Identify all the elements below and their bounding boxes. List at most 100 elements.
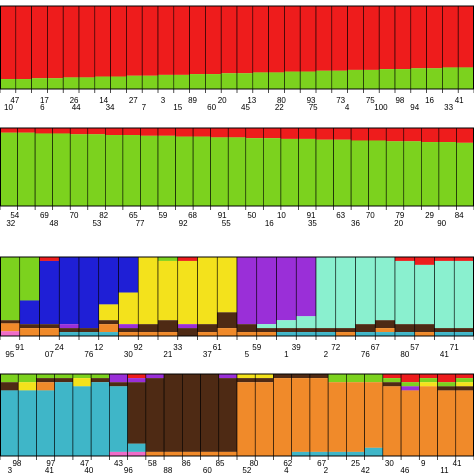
bar-segment bbox=[0, 320, 21, 324]
bar-segment bbox=[138, 332, 159, 336]
bar-segment bbox=[237, 324, 258, 333]
bar-segment bbox=[164, 374, 183, 452]
tick-label: 88 bbox=[163, 466, 172, 474]
tick-label: 10 bbox=[4, 103, 13, 112]
bar-segment bbox=[245, 138, 264, 206]
tick-label: 12 bbox=[94, 343, 103, 352]
bar-segment bbox=[39, 324, 60, 329]
bar-segment bbox=[91, 374, 110, 379]
bar-segment bbox=[210, 137, 229, 206]
bar-segment bbox=[395, 324, 416, 333]
tick-label: 3 bbox=[161, 96, 166, 105]
tick-label: 41 bbox=[453, 459, 462, 468]
bar-segment bbox=[273, 378, 292, 456]
bar-segment bbox=[109, 374, 128, 383]
bar-segment bbox=[386, 141, 405, 206]
bar-segment bbox=[52, 128, 71, 134]
bar-segment bbox=[54, 374, 74, 379]
bar-segment bbox=[79, 328, 100, 333]
bar-segment bbox=[175, 136, 194, 206]
bar-segment bbox=[47, 6, 64, 79]
bar-segment bbox=[79, 332, 100, 336]
bar-segment bbox=[205, 74, 222, 89]
bar-segment bbox=[316, 128, 334, 140]
bar-segment bbox=[333, 139, 352, 206]
bar-segment bbox=[145, 451, 165, 456]
bar-segment bbox=[59, 257, 80, 325]
bar-segment bbox=[300, 71, 317, 89]
bar-segment bbox=[87, 128, 106, 135]
tick-label: 20 bbox=[394, 219, 403, 228]
bar-segment bbox=[268, 6, 285, 73]
bar-segment bbox=[331, 6, 348, 71]
bar-segment bbox=[19, 257, 40, 301]
tick-label: 15 bbox=[173, 103, 182, 112]
bar-segment bbox=[284, 71, 301, 89]
bar-segment bbox=[454, 328, 474, 333]
tick-label: 82 bbox=[99, 211, 108, 220]
tick-label: 58 bbox=[148, 459, 157, 468]
bar-segment bbox=[364, 374, 384, 383]
bar-segment bbox=[401, 374, 420, 383]
tick-label: 91 bbox=[15, 343, 24, 352]
bar-segment bbox=[105, 128, 124, 136]
bar-segment bbox=[127, 451, 147, 456]
bar-segment bbox=[368, 140, 387, 206]
bar-segment bbox=[218, 451, 238, 456]
bar-segment bbox=[276, 320, 297, 329]
bar-segment bbox=[39, 257, 60, 261]
bar-segment bbox=[346, 451, 365, 456]
bar-segment bbox=[217, 257, 238, 313]
bar-segment bbox=[36, 390, 55, 456]
bar-segment bbox=[335, 332, 356, 336]
tick-label: 4 bbox=[345, 103, 350, 112]
bar-segment bbox=[47, 78, 64, 89]
tick-label: 33 bbox=[173, 343, 182, 352]
bar-segment bbox=[189, 6, 206, 75]
bar-segment bbox=[284, 6, 301, 72]
bar-segment bbox=[382, 374, 402, 379]
bar-segment bbox=[375, 320, 396, 329]
bar-segment bbox=[109, 386, 128, 452]
tick-label: 30 bbox=[385, 459, 394, 468]
bar-segment bbox=[31, 78, 48, 89]
tick-label: 71 bbox=[450, 343, 459, 352]
bar-segment bbox=[118, 328, 139, 333]
bar-segment bbox=[421, 142, 440, 206]
bar-segment bbox=[237, 382, 256, 456]
bar-segment bbox=[15, 6, 32, 80]
bar-segment bbox=[19, 300, 40, 325]
bar-segment bbox=[36, 374, 55, 379]
bar-segment bbox=[414, 264, 435, 325]
bar-segment bbox=[316, 6, 333, 71]
bar-segment bbox=[379, 69, 396, 89]
bar-segment bbox=[280, 138, 299, 206]
bar-segment bbox=[127, 443, 147, 452]
tick-label: 24 bbox=[55, 343, 64, 352]
bar-segment bbox=[434, 257, 455, 261]
tick-label: 33 bbox=[444, 103, 453, 112]
tick-label: 22 bbox=[275, 103, 284, 112]
bar-segment bbox=[426, 68, 443, 89]
tick-label: 29 bbox=[425, 211, 434, 220]
bar-segment bbox=[158, 332, 179, 336]
bar-segment bbox=[273, 374, 292, 379]
bar-segment bbox=[296, 332, 317, 336]
bar-segment bbox=[382, 378, 402, 383]
tick-label: 90 bbox=[437, 219, 446, 228]
bar-segment bbox=[182, 451, 201, 456]
bar-segment bbox=[205, 6, 222, 75]
bar-segment bbox=[419, 386, 438, 456]
bar-segment bbox=[118, 332, 139, 336]
bar-segment bbox=[442, 67, 459, 89]
bar-segment bbox=[63, 77, 80, 89]
tick-label: 16 bbox=[425, 96, 434, 105]
bar-segment bbox=[39, 260, 60, 325]
tick-label: 13 bbox=[247, 96, 256, 105]
tick-label: 37 bbox=[203, 350, 212, 359]
bar-segment bbox=[375, 257, 396, 321]
bar-segment bbox=[158, 6, 175, 75]
tick-label: 41 bbox=[45, 466, 54, 474]
tick-label: 57 bbox=[410, 343, 419, 352]
bar-segment bbox=[79, 257, 100, 329]
